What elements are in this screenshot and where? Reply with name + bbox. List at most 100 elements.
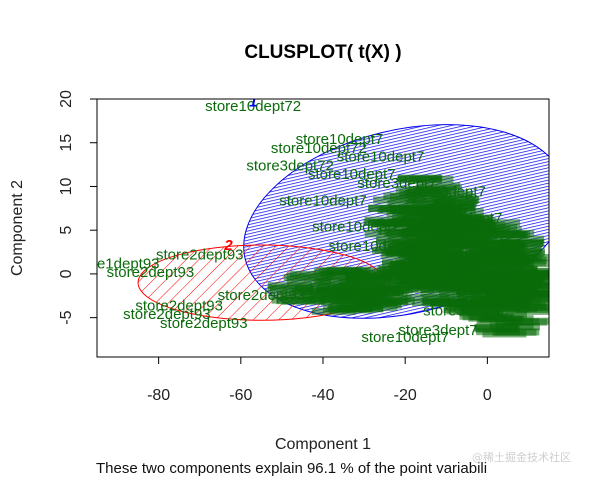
point-label: store2dept93 bbox=[218, 287, 306, 304]
chart-subtitle: These two components explain 96.1 % of t… bbox=[96, 460, 487, 477]
cloud-mark bbox=[448, 301, 493, 309]
x-tick-label: -60 bbox=[229, 387, 252, 404]
cloud-mark bbox=[347, 274, 392, 282]
cloud-mark bbox=[465, 265, 510, 273]
cloud-mark bbox=[463, 285, 508, 293]
cloud-mark bbox=[267, 285, 312, 293]
cloud-mark bbox=[383, 192, 428, 200]
cloud-mark bbox=[310, 282, 355, 290]
y-tick-label: 5 bbox=[58, 226, 75, 235]
cloud-mark bbox=[472, 295, 517, 303]
point-label: store3dept7 bbox=[390, 201, 469, 218]
y-tick-label: 10 bbox=[58, 177, 75, 195]
cloud-mark bbox=[351, 289, 396, 297]
cloud-mark bbox=[460, 254, 505, 262]
cloud-mark bbox=[452, 271, 497, 279]
cloud-mark bbox=[394, 220, 439, 228]
cloud-mark bbox=[286, 278, 331, 286]
point-label: store10dept7 bbox=[329, 238, 417, 255]
point-label: store3dept7 bbox=[407, 184, 486, 201]
cloud-mark bbox=[354, 285, 399, 293]
cloud-mark bbox=[338, 296, 383, 304]
cloud-mark bbox=[473, 324, 518, 332]
cloud-mark bbox=[435, 219, 480, 227]
cloud-mark bbox=[469, 313, 514, 321]
y-tick-label: 15 bbox=[58, 134, 75, 152]
point-label: re1dept93 bbox=[92, 255, 160, 272]
point-label: store10dept72 bbox=[271, 140, 367, 157]
point-label: store3dept7 bbox=[431, 269, 510, 286]
cloud-mark bbox=[494, 283, 539, 291]
cloud-mark bbox=[506, 268, 549, 276]
cloud-mark bbox=[470, 241, 515, 249]
point-label: store3dept72 bbox=[246, 157, 334, 174]
watermark: @稀土掘金技术社区 bbox=[472, 450, 571, 464]
cluster-labels: 12 bbox=[223, 99, 257, 254]
cloud-mark bbox=[459, 309, 504, 317]
plot-area: store10dept72store2dept93re1dept93store2… bbox=[92, 98, 549, 346]
point-label: store10dept7 bbox=[312, 219, 400, 236]
point-label: store3dept7 bbox=[398, 322, 477, 339]
point-label: store3dept7 bbox=[423, 210, 502, 227]
cloud-mark bbox=[440, 240, 485, 248]
cloud-mark bbox=[398, 242, 443, 250]
point-label: store2dept93 bbox=[160, 315, 248, 332]
point-cloud bbox=[267, 174, 549, 338]
cloud-mark bbox=[443, 228, 488, 236]
point-label: store2dept93 bbox=[156, 247, 244, 264]
cloud-mark bbox=[469, 249, 514, 257]
cloud-mark bbox=[405, 187, 450, 195]
cloud-mark bbox=[523, 295, 549, 303]
cloud-mark bbox=[415, 235, 460, 243]
cloud-mark bbox=[500, 248, 545, 256]
cloud-mark bbox=[286, 272, 331, 280]
cloud-mark bbox=[482, 330, 527, 338]
cloud-mark bbox=[405, 294, 450, 302]
point-label: store2dept93 bbox=[135, 297, 223, 314]
x-tick-label: -40 bbox=[311, 387, 334, 404]
point-label: store10dept7 bbox=[296, 131, 384, 148]
cloud-mark bbox=[367, 295, 412, 303]
cloud-mark bbox=[415, 256, 460, 264]
point-label: store10dept7 bbox=[308, 166, 396, 183]
point-label: store2dept93 bbox=[123, 306, 211, 323]
x-tick-label: -20 bbox=[394, 387, 417, 404]
cloud-mark bbox=[435, 195, 480, 203]
cloud-mark bbox=[482, 231, 527, 239]
chart-title: CLUSPLOT( t(X) ) bbox=[244, 42, 401, 63]
cloud-mark bbox=[281, 297, 326, 305]
cloud-mark bbox=[397, 174, 442, 182]
cloud-mark bbox=[328, 306, 373, 314]
point-label: store10dept7 bbox=[361, 329, 449, 346]
cloud-mark bbox=[516, 273, 549, 281]
point-label: store10dept7 bbox=[279, 192, 367, 209]
cloud-mark bbox=[439, 208, 484, 216]
cloud-mark bbox=[386, 271, 431, 279]
point-label: store10dept72 bbox=[205, 98, 301, 115]
cloud-mark bbox=[500, 235, 545, 243]
x-axis: -80 -60 -40 -20 0 bbox=[147, 356, 492, 404]
cloud-mark bbox=[379, 266, 424, 274]
point-label: store3dept7 bbox=[398, 255, 477, 272]
cloud-mark bbox=[411, 197, 456, 205]
point-label: store3dept7 bbox=[415, 229, 494, 246]
point-label: store3dept7 bbox=[435, 247, 514, 264]
x-tick-label: 0 bbox=[483, 387, 492, 404]
cloud-mark bbox=[444, 233, 489, 241]
cloud-mark bbox=[373, 196, 418, 204]
point-label: store3dept7 bbox=[423, 303, 502, 320]
cloud-mark bbox=[465, 275, 510, 283]
point-label: store2dept93 bbox=[107, 264, 195, 281]
y-tick-label: -5 bbox=[58, 310, 75, 324]
y-tick-label: 20 bbox=[58, 90, 75, 108]
cloud-mark bbox=[507, 254, 549, 262]
cloud-mark bbox=[502, 303, 547, 311]
cloud-mark bbox=[399, 276, 444, 284]
cloud-mark bbox=[314, 267, 359, 275]
cloud-mark bbox=[347, 270, 392, 278]
y-tick-label: 0 bbox=[58, 269, 75, 278]
y-axis: -5 0 5 10 15 20 bbox=[58, 90, 98, 325]
cloud-mark bbox=[487, 288, 532, 296]
point-label: store10dept7 bbox=[337, 149, 425, 166]
